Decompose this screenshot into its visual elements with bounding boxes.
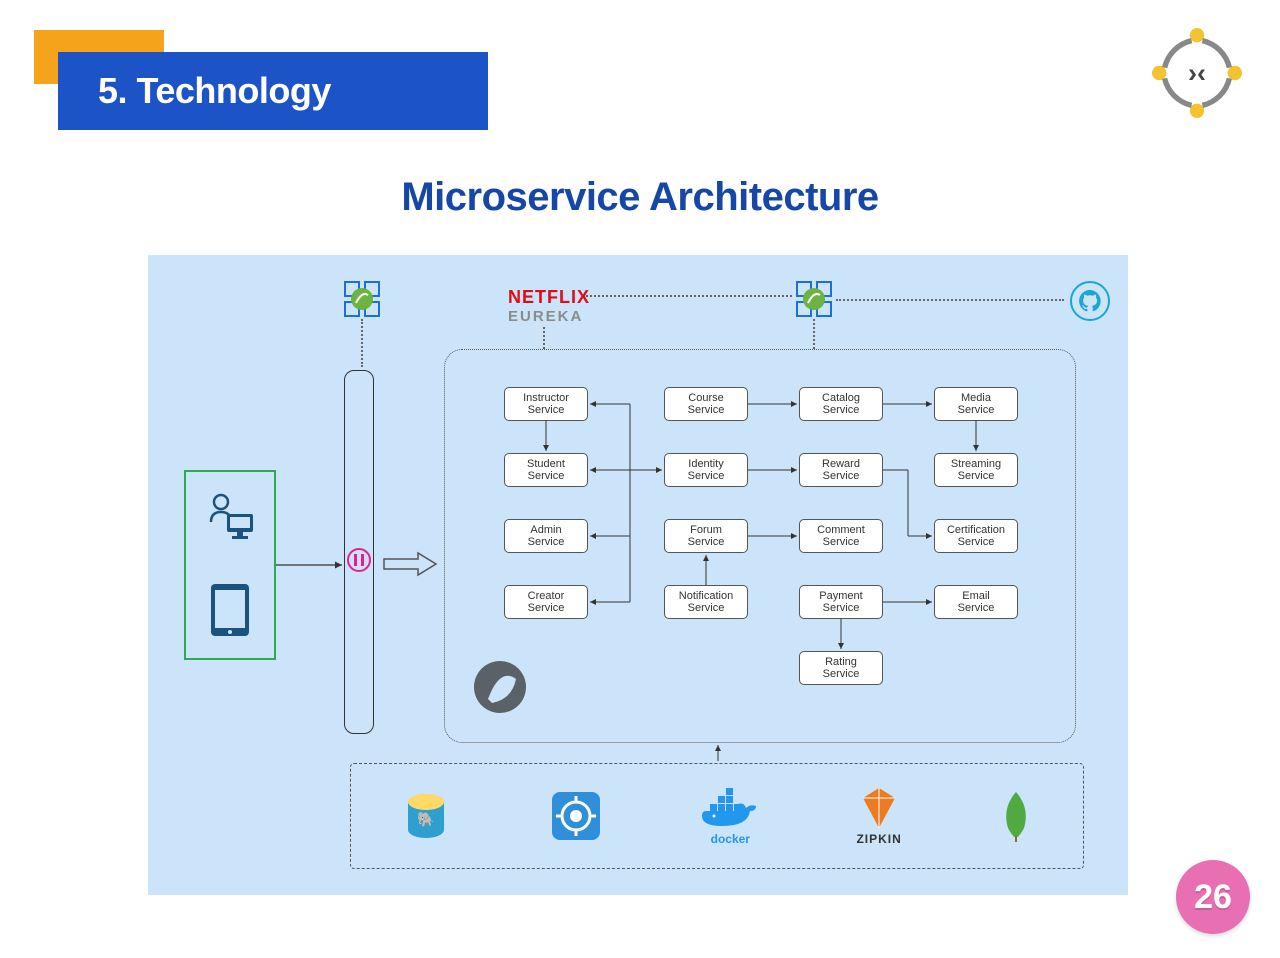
service-student: StudentService [504, 453, 588, 487]
svg-text:›‹: ›‹ [1188, 58, 1206, 88]
brand-logo: ›‹ [1152, 28, 1242, 118]
zipkin-icon: ZIPKIN [856, 786, 901, 846]
section-title-bar: 5. Technology [58, 52, 488, 130]
service-reward: RewardService [799, 453, 883, 487]
architecture-diagram: NETFLIX EUREKA [148, 255, 1128, 895]
slide-subtitle: Microservice Architecture [401, 175, 878, 220]
service-payment: PaymentService [799, 585, 883, 619]
dotted-connector [813, 319, 815, 349]
service-forum: ForumService [664, 519, 748, 553]
service-streaming: StreamingService [934, 453, 1018, 487]
gateway-to-services-arrow [382, 551, 438, 582]
dotted-connector [836, 299, 1064, 301]
clients-box [184, 470, 276, 660]
grafana-icon [548, 788, 604, 844]
section-title: 5. Technology [98, 70, 331, 112]
page-number: 26 [1194, 878, 1232, 917]
service-notification: NotificationService [664, 585, 748, 619]
service-certification: CertificationService [934, 519, 1018, 553]
page-number-badge: 26 [1176, 860, 1250, 934]
dotted-connector [361, 319, 363, 367]
service-creator: CreatorService [504, 585, 588, 619]
spring-gateway-icon [344, 281, 380, 317]
zipkin-label: ZIPKIN [856, 832, 901, 846]
infrastructure-row: 🐘 docker ZIPKIN [350, 763, 1084, 869]
service-admin: AdminService [504, 519, 588, 553]
spring-icon [472, 659, 528, 715]
docker-icon: docker [698, 786, 762, 846]
eureka-label: EUREKA [508, 308, 583, 325]
service-rating: RatingService [799, 651, 883, 685]
service-media: MediaService [934, 387, 1018, 421]
service-email: EmailService [934, 585, 1018, 619]
desktop-user-icon [203, 490, 257, 549]
netflix-label: NETFLIX [508, 287, 590, 308]
gateway-icon [346, 547, 372, 573]
service-instructor: InstructorService [504, 387, 588, 421]
dotted-connector [586, 295, 792, 297]
service-comment: CommentService [799, 519, 883, 553]
service-catalog: CatalogService [799, 387, 883, 421]
spring-cloud-icon [796, 281, 832, 317]
service-identity: IdentityService [664, 453, 748, 487]
postgres-icon: 🐘 [398, 788, 454, 844]
service-course: CourseService [664, 387, 748, 421]
mongodb-icon [996, 788, 1036, 844]
dotted-connector [543, 327, 545, 349]
tablet-icon [207, 582, 253, 643]
docker-label: docker [711, 832, 750, 846]
github-icon [1070, 281, 1110, 321]
svg-text:🐘: 🐘 [417, 811, 434, 827]
